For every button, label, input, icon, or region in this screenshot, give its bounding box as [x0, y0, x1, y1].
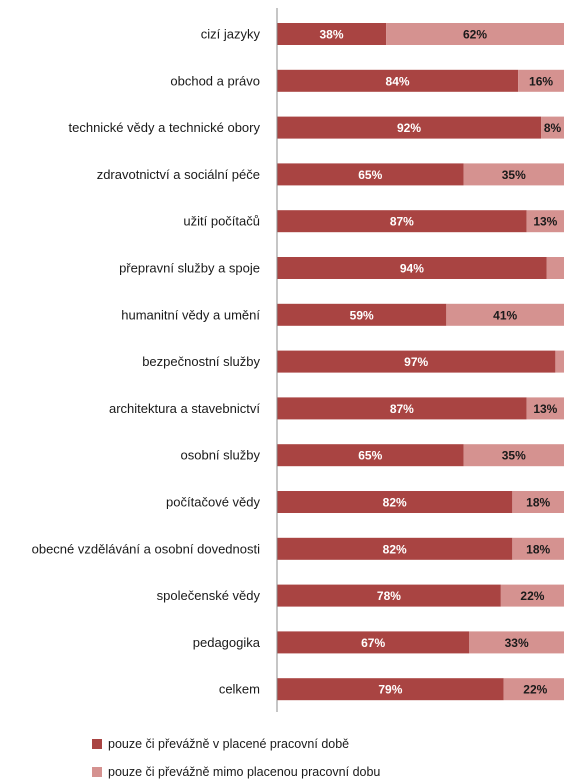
bar-paid — [277, 303, 447, 326]
bar-paid — [277, 678, 504, 701]
bar-unpaid — [512, 491, 564, 513]
data-label-paid: 87% — [390, 215, 414, 229]
bar-unpaid — [469, 631, 564, 654]
legend-swatch-paid — [92, 739, 102, 749]
category-label: architektura a stavebnictví — [109, 401, 260, 416]
category-label: osobní služby — [181, 448, 261, 463]
category-label: zdravotnictví a sociální péče — [97, 167, 260, 182]
data-label-unpaid: 18% — [526, 542, 550, 556]
bar-unpaid — [463, 163, 564, 186]
bar-paid — [277, 491, 513, 513]
bar-unpaid — [463, 444, 564, 467]
data-label-paid: 79% — [378, 683, 402, 697]
data-label-paid: 38% — [320, 28, 344, 42]
data-label-paid: 82% — [383, 542, 407, 556]
bar-unpaid — [503, 678, 564, 701]
category-label: bezpečnostní služby — [142, 354, 260, 369]
bar-paid — [277, 397, 527, 420]
bar-unpaid — [500, 584, 564, 607]
data-label-unpaid: 35% — [502, 168, 526, 182]
data-label-unpaid: 22% — [523, 683, 547, 697]
data-label-paid: 97% — [404, 355, 428, 369]
legend-label-paid: pouze či převážně v placené pracovní dob… — [108, 737, 350, 751]
bar-unpaid — [541, 116, 564, 139]
category-label: počítačové vědy — [166, 495, 260, 510]
bar-paid — [277, 444, 464, 467]
bar-unpaid — [526, 210, 564, 233]
data-label-paid: 67% — [361, 636, 385, 650]
data-label-unpaid: 33% — [505, 636, 529, 650]
data-label-unpaid: 8% — [544, 121, 562, 135]
data-label-paid: 94% — [400, 262, 424, 276]
data-label-paid: 87% — [390, 402, 414, 416]
data-label-unpaid: 13% — [533, 402, 557, 416]
data-label-paid: 65% — [358, 449, 382, 463]
legend-label-unpaid: pouze či převážně mimo placenou pracovní… — [108, 765, 381, 779]
bar-unpaid — [546, 257, 564, 279]
category-label: pedagogika — [193, 635, 261, 650]
bar-unpaid — [518, 69, 564, 92]
bar-paid — [277, 584, 501, 607]
data-label-unpaid: 62% — [463, 28, 487, 42]
legend-item-paid: pouze či převážně v placené pracovní dob… — [92, 737, 349, 751]
bar-paid — [277, 631, 470, 654]
data-label-paid: 82% — [383, 496, 407, 510]
bar-unpaid — [555, 350, 564, 373]
data-label-unpaid: 22% — [520, 589, 544, 603]
bar-paid — [277, 116, 542, 139]
data-label-unpaid: 35% — [502, 449, 526, 463]
data-label-paid: 65% — [358, 168, 382, 182]
data-label-unpaid: 18% — [526, 496, 550, 510]
data-label-unpaid: 16% — [529, 74, 553, 88]
legend-swatch-unpaid — [92, 767, 102, 777]
category-label: společenské vědy — [157, 588, 261, 603]
bar-paid — [277, 69, 519, 92]
category-label: celkem — [219, 682, 260, 697]
data-label-paid: 78% — [377, 589, 401, 603]
category-label: přepravní služby a spoje — [119, 261, 260, 276]
category-label: užití počítačů — [183, 214, 260, 229]
bar-paid — [277, 163, 464, 186]
category-label: obchod a právo — [170, 73, 260, 88]
bar-unpaid — [446, 303, 564, 326]
category-label: cizí jazyky — [201, 27, 261, 42]
data-label-paid: 59% — [350, 308, 374, 322]
bar-paid — [277, 257, 547, 279]
category-label: technické vědy a technické obory — [69, 120, 261, 135]
bar-paid — [277, 210, 527, 233]
stacked-bar-chart: cizí jazyky 38% 62% obchod a právo 84% 16% tec… — [32, 8, 564, 712]
bar-paid — [277, 23, 387, 45]
bar-unpaid — [512, 537, 564, 560]
data-label-unpaid: 13% — [533, 215, 557, 229]
bar-paid — [277, 350, 556, 373]
category-label: obecné vzdělávání a osobní dovednosti — [32, 541, 261, 556]
data-label-unpaid: 41% — [493, 308, 517, 322]
data-label-paid: 84% — [386, 74, 410, 88]
bar-unpaid — [386, 23, 564, 45]
category-label: humanitní vědy a umění — [121, 307, 260, 322]
bar-unpaid — [526, 397, 564, 420]
bar-paid — [277, 537, 513, 560]
data-label-paid: 92% — [397, 121, 421, 135]
legend-item-unpaid: pouze či převážně mimo placenou pracovní… — [92, 765, 380, 779]
